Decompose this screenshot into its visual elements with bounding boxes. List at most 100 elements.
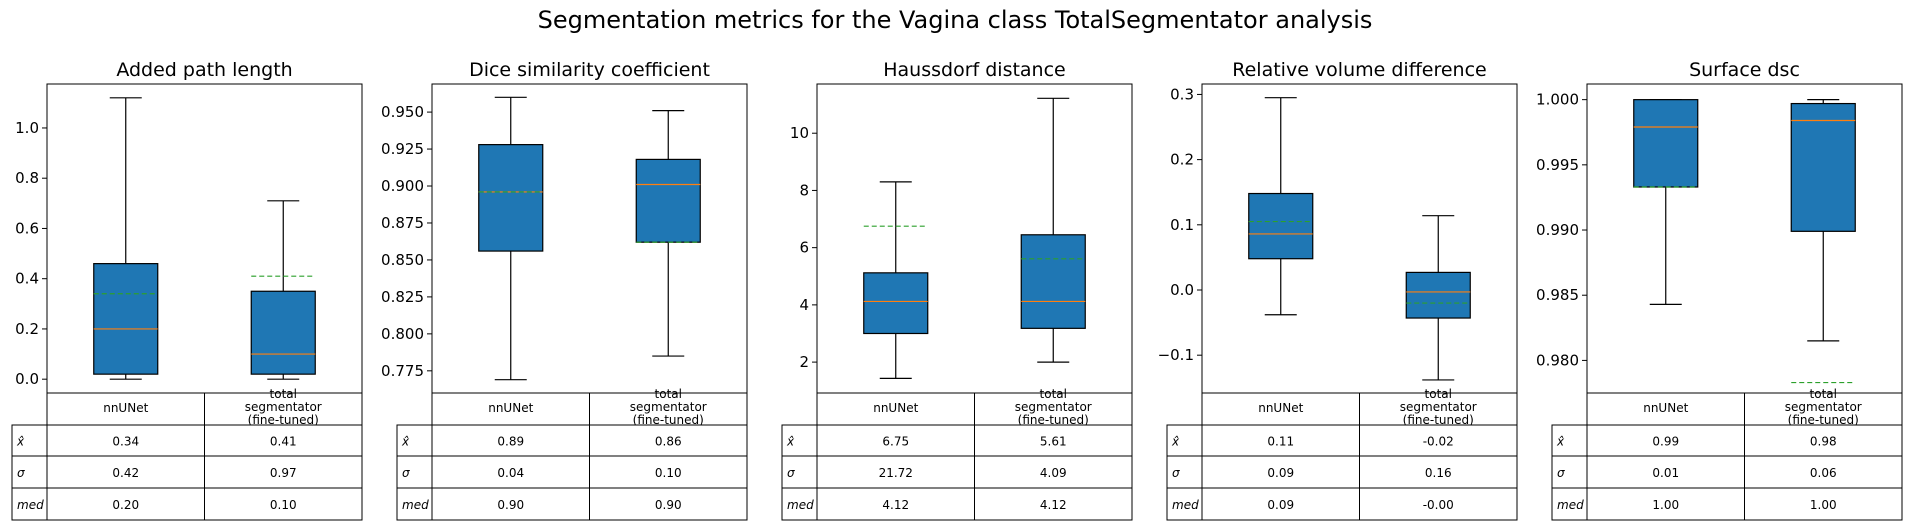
table-row-label: med — [17, 498, 44, 512]
table-cell: 0.09 — [1267, 498, 1294, 512]
figure-suptitle: Segmentation metrics for the Vagina clas… — [538, 6, 1373, 34]
table-row-label: med — [787, 498, 814, 512]
box — [635, 158, 701, 243]
y-tick-label: 1.0 — [15, 119, 39, 137]
table-row-label: σ — [1557, 466, 1565, 480]
y-tick-label: −0.1 — [1158, 346, 1194, 364]
y-tick-label: 1.000 — [1536, 91, 1579, 109]
y-tick-label: 6 — [799, 239, 809, 257]
y-tick-label: 0.985 — [1536, 286, 1579, 304]
y-tick-label: 0.775 — [381, 362, 424, 380]
table-row — [396, 455, 748, 489]
table-row — [781, 455, 1133, 489]
column-header: total — [655, 387, 682, 401]
panel-title: Relative volume difference — [1232, 59, 1486, 81]
column-header: (fine-tuned) — [633, 413, 704, 427]
column-header: total — [1040, 387, 1067, 401]
panel-title: Surface dsc — [1689, 59, 1800, 81]
table-cell: 0.16 — [1425, 466, 1452, 480]
column-header: (fine-tuned) — [248, 413, 319, 427]
y-tick-label: 0.875 — [381, 214, 424, 232]
box — [1790, 102, 1856, 232]
panel-title: Added path length — [116, 59, 292, 81]
box — [478, 144, 544, 252]
panel-title: Dice similarity coefficient — [469, 59, 710, 81]
table-row-label: x̂ — [401, 435, 410, 449]
y-tick-label: 8 — [799, 181, 809, 199]
table-row-label: med — [402, 498, 429, 512]
y-tick-label: 4 — [799, 296, 809, 314]
box — [1633, 99, 1699, 188]
table-row-label: σ — [17, 466, 25, 480]
table-cell: 0.34 — [112, 435, 139, 449]
box — [1248, 192, 1314, 260]
column-header: nnUNet — [103, 401, 148, 415]
table-cell: 4.09 — [1040, 466, 1067, 480]
column-header: segmentator — [630, 400, 707, 414]
column-header: total — [270, 387, 297, 401]
table-cell: 0.90 — [497, 498, 524, 512]
table-cell: 1.00 — [1652, 498, 1679, 512]
table-row-label: med — [1557, 498, 1584, 512]
table-cell: 5.61 — [1040, 435, 1067, 449]
column-header: segmentator — [1400, 400, 1477, 414]
table-row-label: x̂ — [1556, 435, 1565, 449]
table-row-label: σ — [787, 466, 795, 480]
y-tick-label: 0.2 — [15, 320, 39, 338]
table-row — [1551, 424, 1903, 457]
table-cell: 0.41 — [270, 435, 297, 449]
table-row — [781, 424, 1133, 457]
column-header: (fine-tuned) — [1403, 413, 1474, 427]
column-header: nnUNet — [1643, 401, 1688, 415]
table-row — [1551, 487, 1903, 521]
table-row — [11, 455, 363, 489]
table-cell: 0.97 — [270, 466, 297, 480]
table-row — [11, 424, 363, 457]
y-tick-label: 0.8 — [15, 169, 39, 187]
column-header: segmentator — [1015, 400, 1092, 414]
box — [1020, 234, 1086, 329]
y-tick-label: 0.950 — [381, 103, 424, 121]
table-cell: 0.89 — [497, 435, 524, 449]
y-tick-label: 0.995 — [1536, 156, 1579, 174]
y-tick-label: 0.1 — [1170, 216, 1194, 234]
table-row-label: med — [1172, 498, 1199, 512]
y-tick-label: 0.800 — [381, 325, 424, 343]
table-row — [396, 424, 748, 457]
table-cell: -0.02 — [1423, 435, 1454, 449]
column-header: segmentator — [245, 400, 322, 414]
y-tick-label: 0.825 — [381, 288, 424, 306]
table-cell: 4.12 — [1040, 498, 1067, 512]
table-cell: 0.99 — [1652, 435, 1679, 449]
table-cell: 0.11 — [1267, 435, 1294, 449]
y-tick-label: 0.925 — [381, 140, 424, 158]
y-tick-label: 0.6 — [15, 219, 39, 237]
box — [1405, 271, 1471, 319]
table-row — [781, 487, 1133, 521]
table-cell: 1.00 — [1810, 498, 1837, 512]
column-header: nnUNet — [873, 401, 918, 415]
table-cell: 4.12 — [882, 498, 909, 512]
table-row — [11, 487, 363, 521]
column-header: total — [1810, 387, 1837, 401]
y-tick-label: 0.980 — [1536, 351, 1579, 369]
y-tick-label: 0.2 — [1170, 151, 1194, 169]
y-tick-label: 0.990 — [1536, 221, 1579, 239]
box — [93, 263, 159, 375]
y-tick-label: 0.3 — [1170, 85, 1194, 103]
table-cell: -0.00 — [1423, 498, 1454, 512]
table-row-label: x̂ — [1171, 435, 1180, 449]
column-header: (fine-tuned) — [1018, 413, 1089, 427]
table-row — [1166, 455, 1518, 489]
table-cell: 0.98 — [1810, 435, 1837, 449]
table-row-label: x̂ — [16, 435, 25, 449]
table-cell: 0.20 — [112, 498, 139, 512]
y-tick-label: 0.0 — [1170, 281, 1194, 299]
box — [863, 272, 929, 335]
box — [250, 290, 316, 375]
table-cell: 0.06 — [1810, 466, 1837, 480]
table-cell: 0.90 — [655, 498, 682, 512]
table-row-label: x̂ — [786, 435, 795, 449]
table-cell: 0.01 — [1652, 466, 1679, 480]
column-header: nnUNet — [488, 401, 533, 415]
